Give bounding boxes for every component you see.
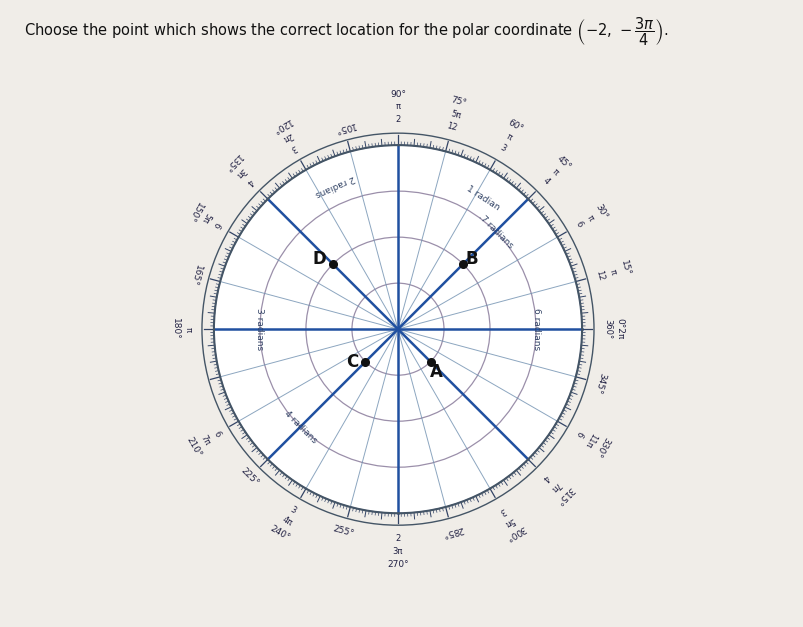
Text: 2: 2 [395, 115, 400, 124]
Text: 30°: 30° [593, 203, 609, 221]
Circle shape [214, 145, 581, 514]
Text: 330°: 330° [592, 435, 610, 458]
Text: 4: 4 [540, 176, 550, 186]
Text: 6: 6 [573, 220, 584, 229]
Text: 150°: 150° [185, 200, 203, 223]
Text: 3 radians: 3 radians [255, 308, 264, 350]
Text: .7 radians: .7 radians [476, 213, 514, 251]
Text: 135°: 135° [221, 152, 243, 174]
Text: C: C [346, 353, 358, 371]
Text: 285°: 285° [440, 524, 463, 539]
Text: 120°: 120° [268, 116, 291, 135]
Text: 11π: 11π [582, 431, 597, 450]
Text: 2: 2 [395, 534, 400, 543]
Text: 45°: 45° [555, 154, 573, 172]
Text: 3: 3 [498, 142, 507, 153]
Text: 7π: 7π [199, 433, 212, 447]
Text: 60°: 60° [506, 118, 524, 134]
Text: 1 radian: 1 radian [464, 184, 501, 212]
Text: 6 radians: 6 radians [531, 308, 540, 350]
Text: 3: 3 [288, 505, 297, 516]
Text: 12: 12 [593, 269, 605, 282]
Text: 15°: 15° [618, 260, 630, 277]
Text: 4: 4 [540, 472, 550, 482]
Text: 225°: 225° [238, 466, 260, 488]
Text: 5π: 5π [199, 211, 212, 224]
Text: 4: 4 [245, 176, 255, 186]
Text: 315°: 315° [552, 485, 574, 507]
Text: 2 radians: 2 radians [313, 174, 355, 199]
Text: 3: 3 [288, 142, 297, 153]
Text: A: A [429, 363, 442, 381]
Text: π: π [549, 167, 560, 177]
Text: 90°: 90° [389, 90, 406, 98]
Text: B: B [464, 250, 477, 268]
Text: π: π [184, 327, 193, 332]
Text: 345°: 345° [593, 372, 606, 395]
Text: 180°: 180° [171, 319, 180, 340]
Text: 3: 3 [498, 505, 507, 516]
Text: 2π: 2π [279, 130, 293, 143]
Text: 5π: 5π [502, 515, 516, 528]
Text: 300°: 300° [503, 524, 527, 542]
Text: 0°2π: 0°2π [615, 319, 624, 340]
Text: 75°: 75° [450, 96, 467, 108]
Text: 7π: 7π [548, 480, 561, 493]
Text: 5π: 5π [449, 109, 461, 120]
Text: π: π [607, 268, 617, 275]
Text: 4π: 4π [279, 515, 293, 528]
Text: 210°: 210° [185, 435, 203, 458]
Text: 6: 6 [211, 220, 222, 229]
Text: 270°: 270° [387, 560, 408, 569]
Text: π: π [504, 132, 513, 142]
Text: 165°: 165° [189, 263, 202, 287]
Text: 6: 6 [573, 429, 584, 438]
Text: 255°: 255° [332, 524, 355, 539]
Text: Choose the point which shows the correct location for the polar coordinate $\lef: Choose the point which shows the correct… [24, 16, 667, 48]
Text: D: D [312, 250, 325, 268]
Text: 12: 12 [446, 121, 458, 133]
Text: 240°: 240° [268, 524, 291, 542]
Text: 3π: 3π [234, 165, 247, 179]
Text: 4 radians: 4 radians [282, 409, 318, 445]
Text: π: π [395, 102, 400, 112]
Text: 3π: 3π [393, 547, 402, 556]
Text: 360°: 360° [602, 319, 611, 339]
Text: 6: 6 [211, 429, 222, 438]
Text: 105°: 105° [332, 120, 355, 134]
Text: π: π [585, 214, 595, 223]
